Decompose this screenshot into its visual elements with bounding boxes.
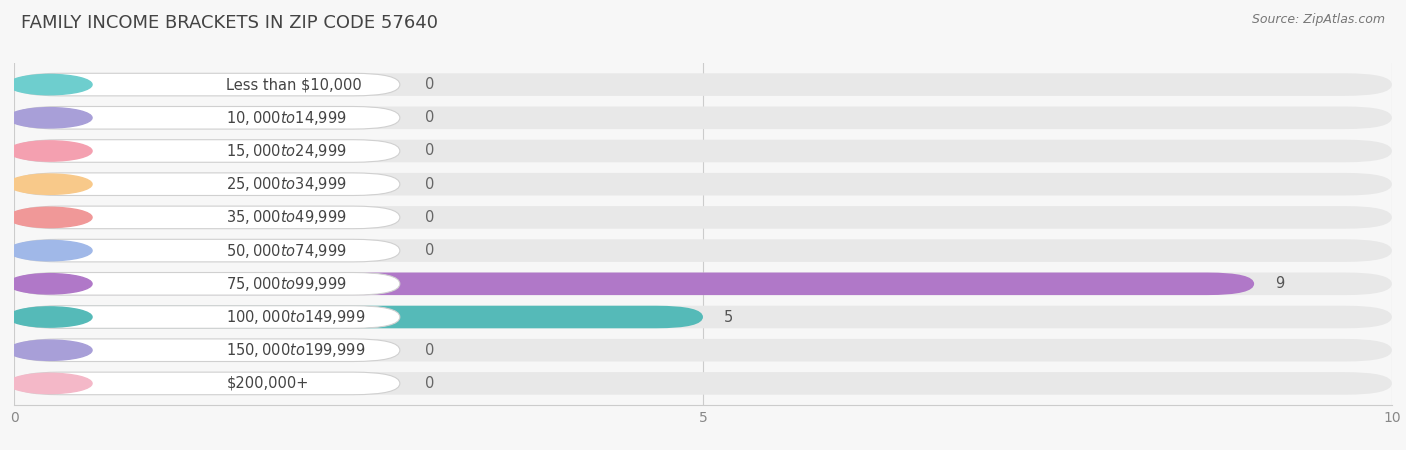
Circle shape (8, 207, 91, 228)
FancyBboxPatch shape (14, 339, 399, 361)
Text: $150,000 to $199,999: $150,000 to $199,999 (226, 341, 366, 359)
Text: 0: 0 (425, 343, 434, 358)
Circle shape (8, 240, 91, 261)
Text: 5: 5 (724, 310, 733, 324)
Text: Source: ZipAtlas.com: Source: ZipAtlas.com (1251, 14, 1385, 27)
FancyBboxPatch shape (14, 173, 399, 195)
Circle shape (8, 108, 91, 128)
Text: 0: 0 (425, 376, 434, 391)
FancyBboxPatch shape (14, 206, 399, 229)
Text: $15,000 to $24,999: $15,000 to $24,999 (226, 142, 347, 160)
FancyBboxPatch shape (14, 73, 1392, 96)
Circle shape (8, 74, 91, 95)
FancyBboxPatch shape (14, 73, 399, 96)
FancyBboxPatch shape (14, 306, 399, 328)
FancyBboxPatch shape (14, 239, 1392, 262)
FancyBboxPatch shape (14, 306, 703, 328)
Text: Less than $10,000: Less than $10,000 (226, 77, 361, 92)
Text: $100,000 to $149,999: $100,000 to $149,999 (226, 308, 366, 326)
Text: 0: 0 (425, 144, 434, 158)
FancyBboxPatch shape (14, 372, 399, 395)
Text: 0: 0 (425, 177, 434, 192)
FancyBboxPatch shape (14, 273, 399, 295)
Text: $10,000 to $14,999: $10,000 to $14,999 (226, 109, 347, 127)
FancyBboxPatch shape (14, 239, 399, 262)
Circle shape (8, 141, 91, 161)
Text: $35,000 to $49,999: $35,000 to $49,999 (226, 208, 347, 226)
Circle shape (8, 373, 91, 394)
Text: 0: 0 (425, 243, 434, 258)
FancyBboxPatch shape (14, 107, 1392, 129)
FancyBboxPatch shape (14, 107, 399, 129)
FancyBboxPatch shape (14, 306, 1392, 328)
Text: $200,000+: $200,000+ (226, 376, 309, 391)
FancyBboxPatch shape (14, 339, 1392, 361)
FancyBboxPatch shape (14, 140, 399, 162)
Text: 0: 0 (425, 210, 434, 225)
FancyBboxPatch shape (14, 206, 1392, 229)
FancyBboxPatch shape (14, 372, 1392, 395)
Text: 0: 0 (425, 77, 434, 92)
FancyBboxPatch shape (14, 273, 1254, 295)
Text: $75,000 to $99,999: $75,000 to $99,999 (226, 275, 347, 293)
Circle shape (8, 174, 91, 194)
Circle shape (8, 274, 91, 294)
Text: 0: 0 (425, 110, 434, 125)
Circle shape (8, 340, 91, 360)
FancyBboxPatch shape (14, 140, 1392, 162)
FancyBboxPatch shape (14, 173, 1392, 195)
Text: FAMILY INCOME BRACKETS IN ZIP CODE 57640: FAMILY INCOME BRACKETS IN ZIP CODE 57640 (21, 14, 439, 32)
Text: $25,000 to $34,999: $25,000 to $34,999 (226, 175, 347, 193)
Text: $50,000 to $74,999: $50,000 to $74,999 (226, 242, 347, 260)
FancyBboxPatch shape (14, 273, 1392, 295)
Circle shape (8, 307, 91, 327)
Text: 9: 9 (1275, 276, 1284, 291)
